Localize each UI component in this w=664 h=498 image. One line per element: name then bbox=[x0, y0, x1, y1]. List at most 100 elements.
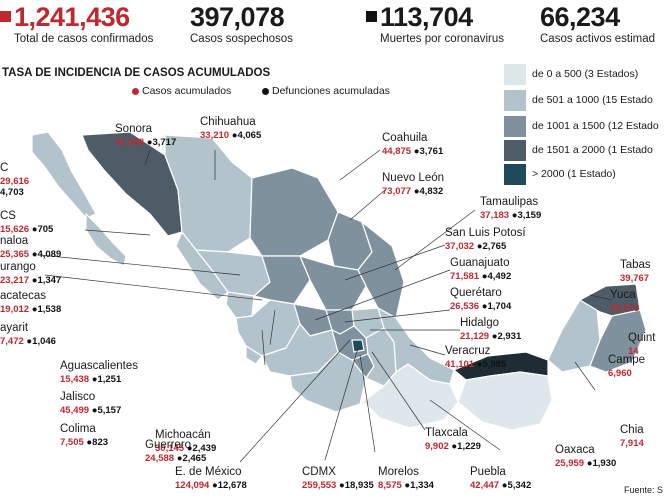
leader-line bbox=[339, 149, 381, 181]
state-deaths: 1,046 bbox=[32, 335, 56, 347]
leader-line bbox=[589, 294, 613, 301]
state-values: 25,073 bbox=[610, 303, 639, 314]
state-label-morelos: Morelos 8,575 ●1,334 bbox=[378, 466, 434, 491]
state-label-cdmx: CDMX 259,553 ●18,935 bbox=[302, 466, 374, 491]
state-label-durango: urango 23,217 ●1,347 bbox=[0, 261, 62, 286]
state-name: CDMX bbox=[302, 466, 336, 478]
scale-swatch bbox=[504, 64, 526, 85]
scale-swatch bbox=[504, 140, 526, 161]
state-label-puebla: Puebla 42,447 ●5,342 bbox=[470, 466, 532, 491]
state-deaths: 1,334 bbox=[410, 479, 434, 491]
state-cases: 71,581 bbox=[450, 270, 480, 282]
scale-swatch bbox=[504, 164, 526, 185]
state-name: Quint bbox=[628, 332, 656, 344]
state-shape-cdmx bbox=[351, 339, 365, 353]
state-cases: 25,365 bbox=[0, 248, 30, 260]
state-deaths: 1,347 bbox=[37, 274, 62, 286]
scale-swatch bbox=[504, 90, 526, 111]
state-name: Aguascalientes bbox=[60, 360, 138, 372]
state-deaths: 4,703 bbox=[0, 187, 24, 198]
state-cases: 15,626 bbox=[0, 223, 30, 235]
state-values: 9,902 ●1,229 bbox=[425, 440, 481, 452]
state-values: 44,875 ●3,761 bbox=[382, 145, 444, 157]
scale-row: de 1001 a 1500 (12 Estado bbox=[504, 116, 664, 137]
state-deaths: 3,159 bbox=[517, 209, 542, 221]
state-shape-guerrero bbox=[289, 351, 367, 413]
scale-label: de 0 a 500 (3 Estados) bbox=[532, 68, 639, 80]
state-name: Guerrero bbox=[145, 439, 192, 451]
state-label-sonora: Sonora 47,008 ●3,717 bbox=[115, 123, 176, 147]
state-label-guerrero: Guerrero 24,588 ●2,465 bbox=[145, 439, 206, 463]
state-cases: 7,472 bbox=[0, 335, 24, 347]
state-label-bc: C 29,616 4,703 bbox=[0, 162, 29, 198]
state-values: 42,447 ●5,342 bbox=[470, 479, 532, 491]
state-shape-chiapas bbox=[457, 371, 553, 431]
state-label-michoacan: Michoacán 30,145 ●2,439 bbox=[155, 429, 216, 453]
state-label-guanajuato: Guanajuato 71,581 ●4,492 bbox=[450, 257, 512, 282]
state-shape-baja-california bbox=[31, 131, 97, 219]
state-values: 45,499 ●5,157 bbox=[60, 404, 122, 416]
legend-cases-label: Casos acumulados bbox=[142, 85, 232, 97]
state-label-chihuahua: Chihuahua 33,210 ●4,065 bbox=[200, 116, 261, 140]
active-label: Casos activos estimad bbox=[540, 33, 656, 45]
state-values: 73,077 ●4,832 bbox=[382, 185, 444, 197]
state-deaths: 2,765 bbox=[482, 240, 507, 252]
leader-line bbox=[144, 149, 151, 166]
state-shape-quintana-roo bbox=[589, 309, 647, 373]
scale-label: > 2000 (1 Estado) bbox=[532, 168, 616, 180]
state-shape-nayarit bbox=[225, 291, 255, 319]
state-label-queretaro: Querétaro 26,536 ●1,704 bbox=[450, 287, 511, 311]
state-label-slp: San Luis Potosí 37,032 ●2,765 bbox=[445, 227, 526, 252]
scale-swatch bbox=[504, 116, 526, 137]
state-deaths: 705 bbox=[37, 223, 54, 235]
state-cases: 37,183 bbox=[480, 209, 510, 221]
state-values: 15,438 ●1,251 bbox=[60, 373, 122, 385]
state-values: 39,767 bbox=[620, 272, 651, 284]
state-deaths: 4,832 bbox=[419, 185, 444, 197]
state-deaths: 5,985 bbox=[482, 358, 507, 370]
state-values: 4,703 bbox=[0, 188, 29, 198]
state-values: 29,616 bbox=[0, 176, 29, 187]
leader-line bbox=[84, 229, 151, 236]
case-dot-icon bbox=[132, 87, 139, 95]
state-name: Morelos bbox=[378, 466, 419, 478]
scale-label: de 501 a 1000 (15 Estado bbox=[532, 94, 653, 106]
suspected-label: Casos sospechosos bbox=[190, 33, 293, 45]
state-cases: 41,101 bbox=[445, 358, 475, 370]
state-deaths: 5,342 bbox=[507, 479, 532, 491]
state-label-nayarit: ayarit 7,472 ●1,046 bbox=[0, 322, 56, 347]
state-label-bcs: CS 15,626 ●705 bbox=[0, 210, 54, 235]
state-cases: 7,914 bbox=[620, 437, 644, 449]
state-values: 259,553 ●18,935 bbox=[302, 479, 374, 491]
state-deaths: 1,538 bbox=[37, 303, 62, 315]
state-cases: 259,553 bbox=[302, 479, 337, 491]
state-cases: 124,094 bbox=[175, 479, 210, 491]
suspected-value: 397,078 bbox=[190, 2, 285, 32]
state-values: 23,217 ●1,347 bbox=[0, 274, 62, 286]
state-shape-san-luis-potosi bbox=[299, 255, 367, 311]
deaths-label: Muertes por coronavirus bbox=[380, 33, 504, 45]
state-deaths: 18,935 bbox=[344, 479, 374, 491]
state-name: Jalisco bbox=[60, 391, 96, 403]
state-name: CS bbox=[0, 210, 16, 222]
state-name: Colima bbox=[60, 423, 96, 435]
state-values: 37,032 ●2,765 bbox=[445, 240, 507, 252]
state-shape-oaxaca bbox=[359, 363, 459, 429]
map-title: TASA DE INCIDENCIA DE CASOS ACUMULADOS bbox=[2, 67, 271, 79]
scale-row: de 0 a 500 (3 Estados) bbox=[504, 64, 664, 85]
state-values: 37,183 ●3,159 bbox=[480, 209, 542, 221]
state-name: Puebla bbox=[470, 466, 506, 478]
state-name: Hidalgo bbox=[460, 317, 499, 329]
state-shape-sonora bbox=[81, 131, 183, 237]
state-values: 25,959 ●1,930 bbox=[555, 457, 617, 469]
state-label-coahuila: Coahuila 44,875 ●3,761 bbox=[382, 132, 444, 157]
state-deaths: 1,251 bbox=[97, 373, 122, 385]
scale-label: de 1501 a 2000 (1 Estado bbox=[532, 144, 653, 156]
legend-deaths-label: Defunciones acumuladas bbox=[272, 85, 390, 97]
state-values: 71,581 ●4,492 bbox=[450, 270, 512, 282]
state-shape-campeche bbox=[547, 299, 601, 373]
state-cases: 39,767 bbox=[620, 272, 650, 284]
state-deaths: 4,492 bbox=[487, 270, 512, 282]
state-values: 7,914 bbox=[620, 437, 644, 449]
state-label-tlaxcala: Tlaxcala 9,902 ●1,229 bbox=[425, 427, 481, 452]
